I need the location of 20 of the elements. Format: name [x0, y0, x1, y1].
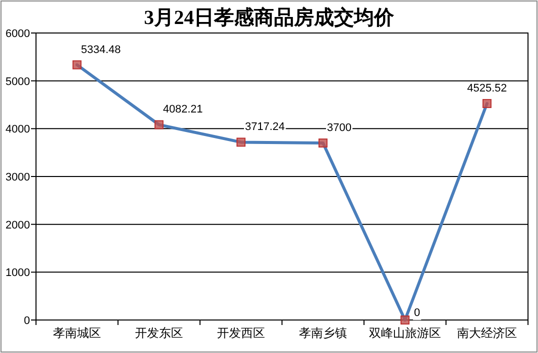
y-tick-label: 3000 — [6, 172, 30, 184]
x-tick-label: 开发东区 — [135, 326, 183, 340]
x-tick-label: 双峰山旅游区 — [369, 326, 441, 340]
y-tick-label: 2000 — [6, 219, 30, 232]
y-tick-label: 4000 — [6, 124, 30, 136]
data-label: 4525.52 — [467, 82, 507, 95]
title: 3月24日孝感商品房成交均价 — [144, 7, 394, 29]
y-tick-label: 6000 — [6, 28, 30, 40]
y-tick-label: 1000 — [6, 267, 30, 280]
data-label: 3717.24 — [245, 121, 285, 134]
data-label: 4082.21 — [163, 104, 203, 116]
data-label: 3700 — [327, 122, 352, 134]
y-tick-label: 0 — [24, 315, 30, 327]
data-label: 0 — [414, 307, 420, 319]
x-tick-label: 南大经济区 — [457, 326, 517, 340]
x-tick-label: 孝南城区 — [53, 326, 101, 340]
x-tick-label: 开发西区 — [217, 326, 265, 340]
data-label: 5334.48 — [81, 44, 121, 56]
x-tick-label: 孝南乡镇 — [299, 326, 347, 340]
y-tick-label: 5000 — [6, 76, 30, 88]
